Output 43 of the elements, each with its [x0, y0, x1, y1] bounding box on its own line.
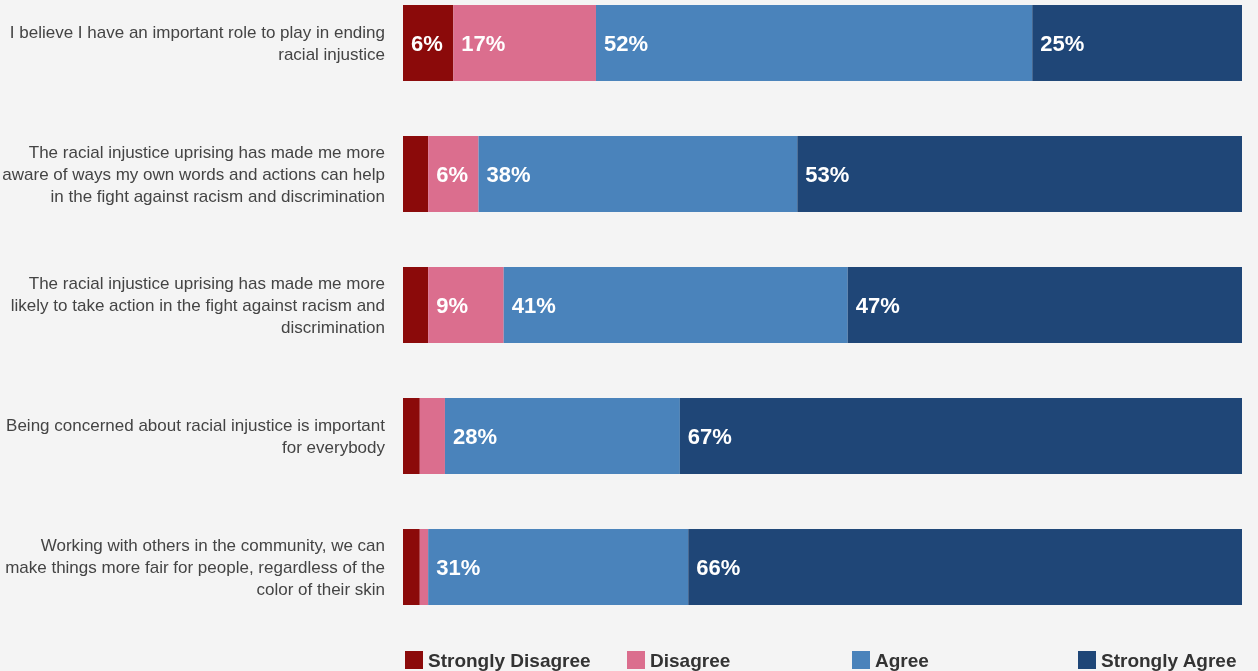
data-label: 52%: [603, 30, 649, 56]
bar: [428, 136, 479, 212]
bar: [1032, 5, 1242, 81]
legend-label: Strongly Agree: [1101, 649, 1237, 671]
bar: [403, 5, 454, 81]
y-tick-label: The racial injustice uprising has made me more likely to take action in the fight against racism and discrimination: [10, 273, 385, 337]
bar: [403, 529, 420, 605]
bar: [428, 267, 504, 343]
data-label: 67%: [687, 423, 732, 449]
bar: [403, 136, 429, 212]
y-tick-label: The racial injustice uprising has made me more aware of ways my own words and actions can help in the fight against racism and discrimination: [2, 142, 385, 206]
bar: [679, 398, 1242, 474]
y-tick-label: I believe I have an important role to play in ending racial injustice: [9, 22, 385, 64]
data-label: 28%: [452, 423, 497, 449]
data-label: 53%: [805, 161, 850, 187]
data-label: 41%: [511, 292, 556, 318]
y-tick-label: Being concerned about racial injustice is important for everybody: [6, 415, 386, 457]
data-label: 6%: [436, 161, 468, 187]
bar: [419, 529, 429, 605]
bar: [478, 136, 798, 212]
legend-label: Disagree: [650, 649, 731, 671]
bar: [595, 5, 1033, 81]
bar: [847, 267, 1242, 343]
bar: [688, 529, 1242, 605]
bar: [453, 5, 596, 81]
legend-label: Agree: [875, 649, 929, 671]
bar: [503, 267, 848, 343]
bar: [428, 529, 689, 605]
bar: [419, 398, 445, 474]
data-label: 6%: [411, 30, 443, 56]
bar: [403, 398, 420, 474]
data-label: 31%: [436, 554, 481, 580]
data-label: 25%: [1040, 30, 1085, 56]
data-label: 66%: [696, 554, 741, 580]
bar: [797, 136, 1242, 212]
bar: [444, 398, 680, 474]
data-label: 9%: [436, 292, 468, 318]
data-label: 38%: [486, 161, 531, 187]
y-tick-label: Working with others in the community, we can make things more fair for people, regardless of the color of their skin: [5, 535, 385, 599]
data-label: 17%: [461, 30, 506, 56]
data-label: 47%: [855, 292, 900, 318]
legend-label: Strongly Disagree: [428, 649, 591, 671]
bar: [403, 267, 429, 343]
